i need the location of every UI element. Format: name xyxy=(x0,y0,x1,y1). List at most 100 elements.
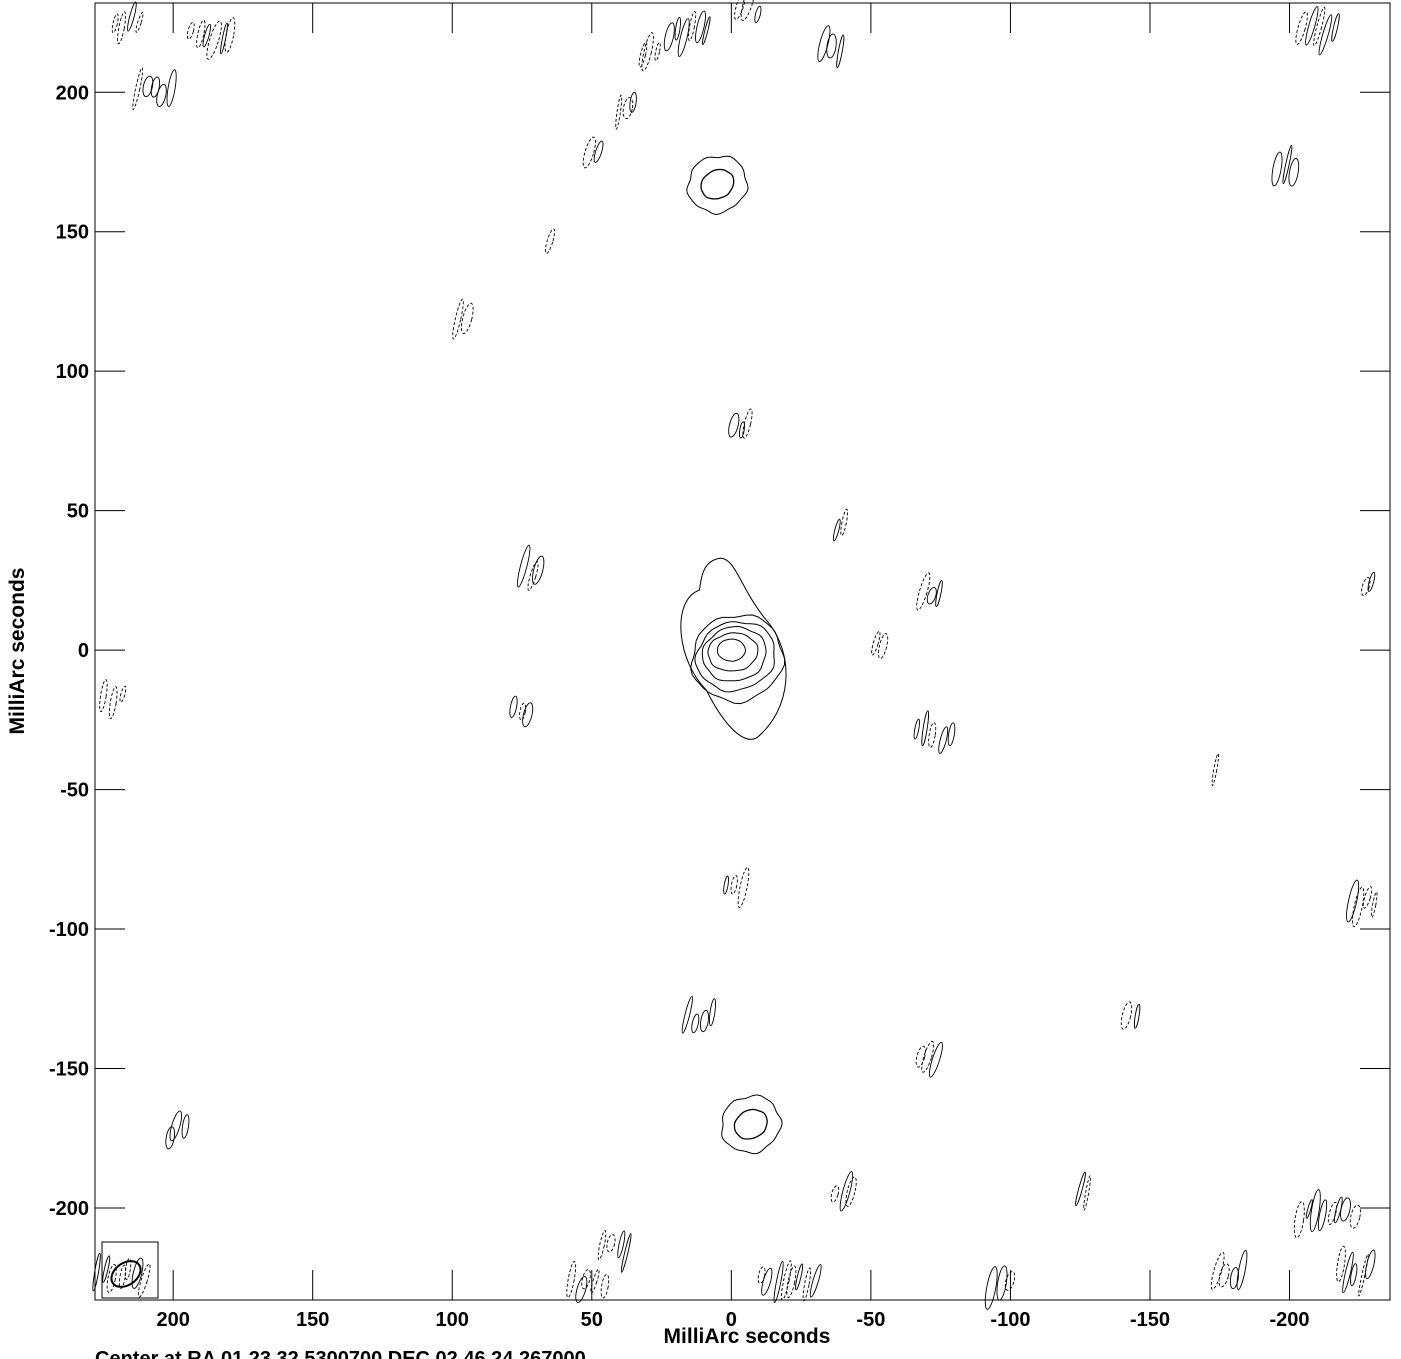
noise-contour xyxy=(220,22,228,55)
noise-contour xyxy=(742,408,753,439)
y-tick-label: 200 xyxy=(56,82,89,104)
noise-contour xyxy=(830,1185,840,1203)
x-axis-title: MilliArc seconds xyxy=(664,1325,831,1348)
noise-contour xyxy=(169,1110,183,1142)
noise-contour xyxy=(522,702,534,728)
noise-contour xyxy=(1120,1001,1133,1030)
noise-contour xyxy=(461,302,474,335)
noise-contour xyxy=(615,94,623,130)
noise-contour xyxy=(186,21,195,40)
y-tick-label: 100 xyxy=(56,361,89,383)
noise-contour xyxy=(1370,891,1378,918)
beam-box xyxy=(101,1241,159,1299)
noise-contour xyxy=(928,1041,943,1078)
x-tick-label: -50 xyxy=(856,1309,885,1331)
x-tick-label: 50 xyxy=(581,1309,603,1331)
noise-contour xyxy=(92,1252,101,1292)
component-outer-contour xyxy=(721,1094,783,1155)
noise-contour xyxy=(723,875,729,895)
y-tick-label: 50 xyxy=(67,501,89,523)
noise-contour xyxy=(566,1261,577,1298)
noise-contour xyxy=(916,572,931,611)
noise-contour xyxy=(142,75,154,98)
noise-contour xyxy=(702,16,711,46)
x-tick-label: 200 xyxy=(156,1309,189,1331)
noise-contour xyxy=(135,11,144,33)
noise-contour xyxy=(728,412,740,438)
noise-contour xyxy=(1346,879,1360,923)
core-contour xyxy=(716,638,747,662)
noise-contour xyxy=(802,1267,811,1302)
noise-contour xyxy=(617,1230,626,1259)
noise-contour xyxy=(1211,753,1220,787)
noise-contour xyxy=(840,508,849,537)
noise-contour xyxy=(734,0,746,20)
noise-contour xyxy=(150,76,161,98)
component-inner-contour xyxy=(733,1108,768,1140)
noise-contour xyxy=(1288,158,1300,187)
noise-contour xyxy=(1236,1249,1248,1291)
noise-contour xyxy=(691,1013,700,1034)
y-axis-title: MilliArc seconds xyxy=(6,568,29,735)
noise-contour xyxy=(700,1009,709,1033)
noise-contour xyxy=(600,1273,610,1299)
y-tick-label: -200 xyxy=(49,1198,89,1220)
noise-contour xyxy=(181,1114,190,1139)
noise-contour xyxy=(737,866,750,908)
noise-contour xyxy=(629,91,637,113)
noise-contour xyxy=(773,1260,784,1303)
noise-contour xyxy=(1350,1263,1358,1286)
core-contour xyxy=(690,614,786,705)
noise-contour xyxy=(921,1040,935,1073)
noise-contour xyxy=(206,20,222,60)
noise-contour xyxy=(622,97,634,120)
noise-contour xyxy=(1327,1201,1338,1225)
noise-contour xyxy=(915,1045,926,1068)
noise-contour xyxy=(845,1176,857,1207)
noise-contour xyxy=(786,1265,797,1298)
noise-contour xyxy=(1004,1271,1016,1291)
noise-contour xyxy=(754,5,762,23)
noise-contour xyxy=(544,228,556,254)
noise-contour xyxy=(654,42,661,62)
noise-contour xyxy=(196,19,206,49)
noise-contour xyxy=(1075,1171,1086,1207)
noise-contour xyxy=(581,1269,591,1290)
noise-contour xyxy=(119,1264,127,1289)
noise-contour xyxy=(1317,1199,1328,1231)
x-tick-label: 0 xyxy=(726,1309,737,1331)
noise-contour xyxy=(947,722,956,747)
noise-contour xyxy=(582,136,596,169)
noise-contour xyxy=(739,421,745,439)
noise-contour xyxy=(836,34,845,69)
noise-contour xyxy=(1271,151,1283,187)
x-tick-label: -150 xyxy=(1130,1309,1170,1331)
noise-contour xyxy=(106,1264,117,1293)
noise-contour xyxy=(1210,1251,1225,1290)
noise-contour xyxy=(921,710,929,747)
beam-shape xyxy=(110,1260,142,1288)
noise-contour xyxy=(1318,14,1333,56)
noise-contour xyxy=(124,1257,132,1280)
y-axis-ticks: 200 150 100 50 0 -50 -100 -150 -200 xyxy=(49,82,1390,1220)
noise-contour xyxy=(137,1263,151,1298)
component-outer-contour xyxy=(686,155,749,216)
y-tick-label: -100 xyxy=(49,919,89,941)
noise-contour xyxy=(730,875,738,895)
noise-contour xyxy=(132,67,144,111)
noise-contour xyxy=(527,561,539,591)
noise-contour xyxy=(1229,1267,1239,1290)
noise-contour xyxy=(1333,1196,1343,1224)
noise-contour xyxy=(1293,1201,1305,1239)
noise-contour xyxy=(593,140,604,163)
noise-contour xyxy=(871,630,881,656)
noise-contour xyxy=(117,11,127,45)
noise-contour xyxy=(156,83,167,107)
noise-contour xyxy=(688,11,697,42)
noise-contour xyxy=(1083,1175,1091,1211)
noise-contour xyxy=(938,726,949,754)
noise-contour xyxy=(224,17,236,53)
core-contour xyxy=(707,632,759,672)
x-tick-label: 150 xyxy=(296,1309,329,1331)
x-axis-ticks: 200 150 100 50 0 -50 -100 -150 -200 xyxy=(156,3,1310,1331)
